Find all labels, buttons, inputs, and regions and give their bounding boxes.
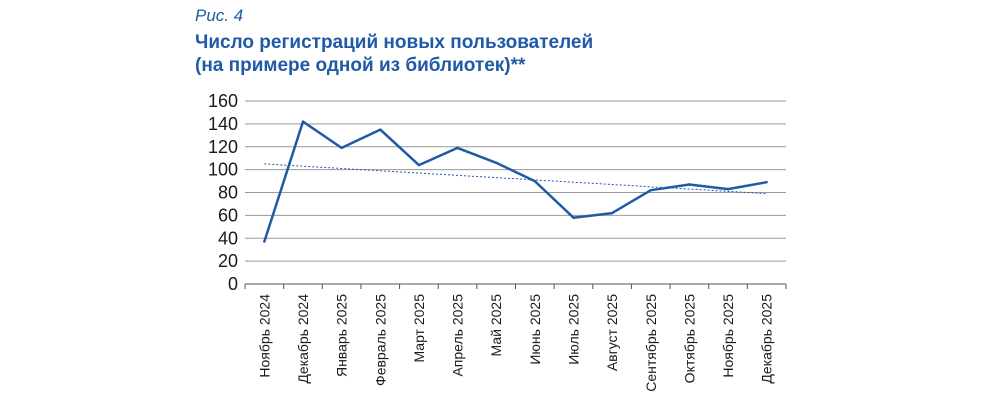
x-tick-label: Июнь 2025: [527, 294, 543, 365]
y-tick-label: 0: [228, 274, 238, 294]
data-point: [649, 189, 652, 192]
x-tick-label: Февраль 2025: [372, 294, 388, 386]
data-point: [610, 211, 614, 215]
data-point: [340, 146, 343, 150]
x-tick-label: Декабрь 2025: [759, 294, 775, 384]
y-tick-label: 100: [208, 160, 238, 180]
series-group: [263, 120, 768, 243]
data-point: [494, 161, 498, 164]
data-point: [572, 216, 575, 219]
y-tick-label: 120: [208, 137, 238, 157]
data-point: [726, 187, 730, 191]
data-point: [688, 183, 691, 186]
x-tick-label: Август 2025: [604, 294, 620, 371]
x-tick-label: Май 2025: [488, 294, 504, 357]
x-tick-label: Январь 2025: [334, 294, 350, 377]
figure-label: Рис. 4: [195, 6, 244, 25]
trendline: [264, 163, 767, 195]
trendline-group: [264, 163, 767, 195]
data-point: [456, 146, 459, 150]
x-axis-ticks: Ноябрь 2024 Декабрь 2024 Январь 2025 Феврал…: [256, 294, 774, 392]
x-tick-label: Март 2025: [411, 294, 427, 363]
y-tick-label: 80: [218, 183, 238, 203]
y-tick-label: 20: [218, 251, 238, 271]
chart-title: Число регистраций новых пользователей (н…: [195, 31, 593, 77]
data-point: [533, 179, 537, 183]
x-tick-label: Октябрь 2025: [681, 294, 697, 384]
data-point: [417, 163, 421, 167]
x-axis: [244, 283, 787, 289]
data-point: [301, 120, 305, 123]
y-tick-label: 140: [208, 114, 238, 134]
y-tick-label: 160: [208, 91, 238, 111]
x-tick-label: Сентябрь 2025: [643, 294, 659, 392]
y-tick-label: 40: [218, 228, 238, 248]
x-tick-label: Июль 2025: [565, 294, 581, 365]
x-tick-label: Ноябрь 2025: [720, 294, 736, 378]
gridlines: [245, 100, 786, 262]
x-tick-label: Ноябрь 2024: [256, 294, 272, 378]
y-tick-label: 60: [218, 205, 238, 225]
data-point: [765, 181, 768, 184]
series-line: [263, 120, 767, 243]
x-tick-label: Апрель 2025: [450, 294, 466, 377]
chart-title-line-1: Число регистраций новых пользователей: [195, 32, 594, 53]
data-point: [263, 240, 266, 243]
x-tick-label: Декабрь 2024: [295, 294, 311, 384]
chart-title-line-2: (на примере одной из библиотек)**: [195, 55, 526, 76]
data-point: [379, 128, 382, 131]
